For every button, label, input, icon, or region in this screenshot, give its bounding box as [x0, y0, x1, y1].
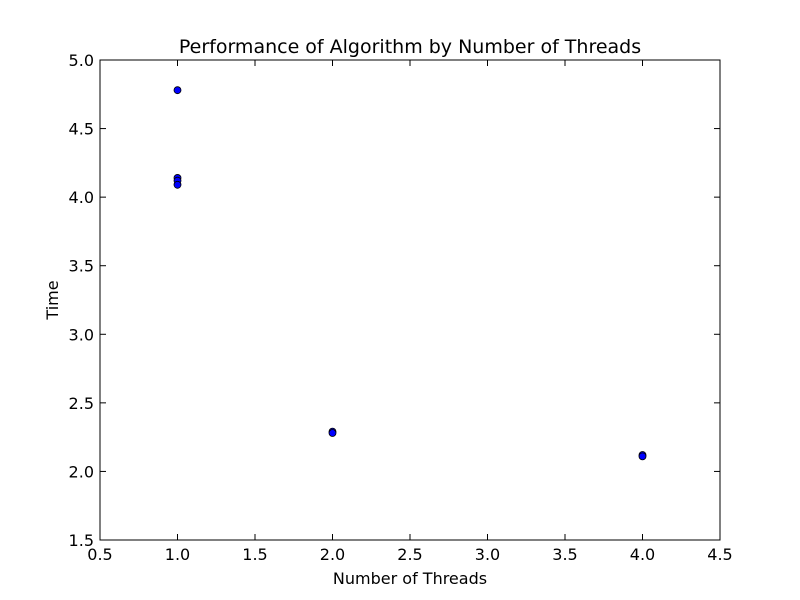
- x-tick-label: 3.0: [475, 545, 500, 564]
- y-tick-label: 3.5: [69, 257, 94, 276]
- y-tick-label: 2.0: [69, 462, 94, 481]
- y-tick-label: 4.0: [69, 188, 94, 207]
- x-tick-label: 4.5: [707, 545, 732, 564]
- data-point: [173, 86, 182, 95]
- y-tick-label: 1.5: [69, 531, 94, 550]
- x-tick-label: 0.5: [87, 545, 112, 564]
- y-axis: 1.5 2.0 2.5 3.0 3.5 4.0 4.5 5.0: [69, 51, 720, 550]
- data-point: [173, 180, 182, 189]
- plot-frame: [99, 59, 721, 541]
- plot-area: 0.5 1.0 1.5 2.0 2.5 3.0 3.5 4.0 4.5 1.5 2.0 2.5 3.0…: [69, 51, 733, 564]
- x-tick-label: 2.5: [397, 545, 422, 564]
- data-point: [328, 429, 337, 437]
- y-tick-label: 5.0: [69, 51, 94, 70]
- y-tick-label: 4.5: [69, 120, 94, 139]
- x-tick-label: 3.5: [552, 545, 577, 564]
- x-tick-label: 4.0: [630, 545, 655, 564]
- chart-title: Performance of Algorithm by Number of Th…: [179, 36, 641, 58]
- data-points: [173, 86, 647, 461]
- y-tick-label: 3.0: [69, 325, 94, 344]
- data-point: [638, 452, 647, 461]
- x-tick-label: 1.5: [242, 545, 267, 564]
- x-tick-label: 2.0: [320, 545, 345, 564]
- x-tick-label: 1.0: [165, 545, 190, 564]
- y-axis-label: Time: [43, 280, 62, 320]
- x-axis: 0.5 1.0 1.5 2.0 2.5 3.0 3.5 4.0 4.5: [87, 60, 733, 564]
- y-tick-label: 2.5: [69, 394, 94, 413]
- x-axis-label: Number of Threads: [333, 569, 487, 588]
